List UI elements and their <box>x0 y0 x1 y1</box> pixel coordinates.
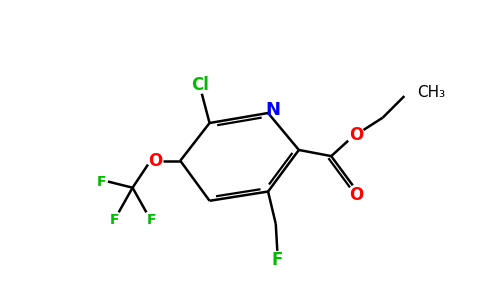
Text: O: O <box>349 186 363 204</box>
Text: N: N <box>265 101 280 119</box>
Text: CH₃: CH₃ <box>417 85 445 100</box>
Text: F: F <box>146 213 156 227</box>
Text: F: F <box>97 175 106 188</box>
Text: Cl: Cl <box>191 76 209 94</box>
Text: F: F <box>272 251 283 269</box>
Text: F: F <box>109 213 119 227</box>
Text: O: O <box>149 152 163 170</box>
Text: O: O <box>349 126 363 144</box>
